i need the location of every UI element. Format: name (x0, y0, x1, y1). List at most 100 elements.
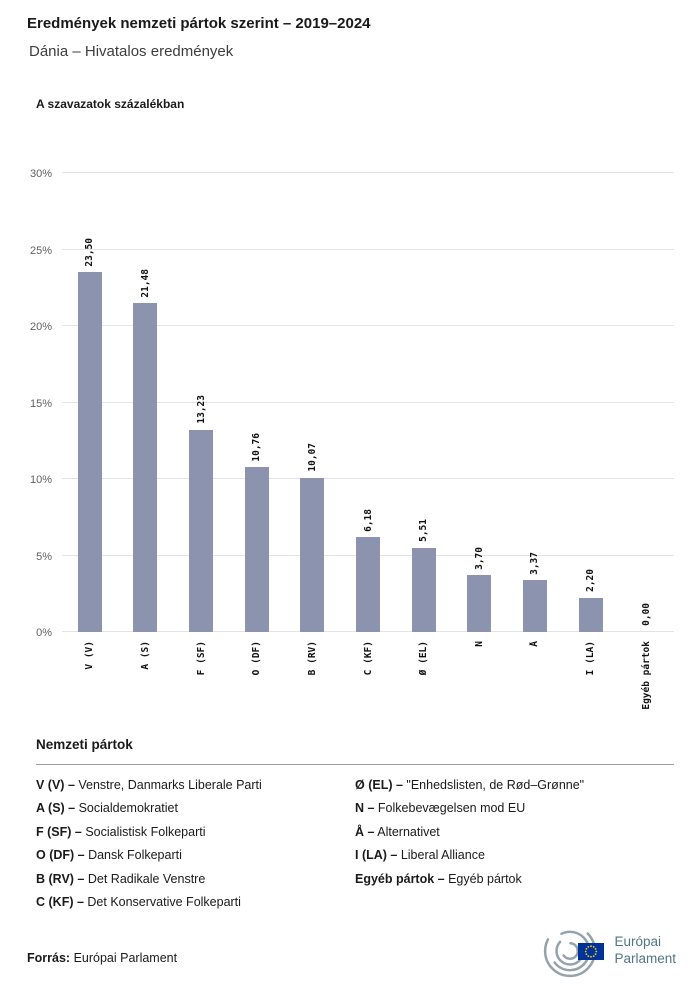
legend-item-abbr: Å – (355, 824, 375, 839)
bar (133, 303, 158, 632)
bar-value-label: 6,18 (362, 508, 374, 532)
y-axis-tick-label: 25% (29, 244, 52, 257)
bar-category-label: O (DF) (251, 641, 263, 676)
bar (77, 272, 102, 632)
legend-item-name: Det Konservative Folkeparti (83, 894, 241, 909)
bar-category-label: Egyéb pártok (640, 641, 652, 710)
bar-column: 10,07 B (RV) (285, 173, 341, 675)
bar-value-label: 0,00 (640, 603, 652, 626)
bars-row: 23,50 V (V) 21,48 A (S) 13,23 F (SF) 10,76 O (D… (62, 173, 674, 710)
legend-section: Nemzeti pártok V (V) – Venstre, Danmarks… (36, 737, 674, 909)
legend-item-name: Egyéb pártok (444, 871, 522, 886)
y-axis-tick-label: 30% (29, 168, 52, 180)
source-note: Forrás: Európai Parlament (27, 951, 177, 965)
legend-column-left: V (V) – Venstre, Danmarks Liberale Parti… (36, 778, 355, 909)
y-axis-tick-label: 20% (29, 321, 52, 334)
legend-column-right: Ø (EL) – "Enhedslisten, de Rød–Grønne" N … (355, 778, 674, 909)
bar-chart: 0% 5% 10% 15% 20% 25% 30% 23,50 V (V) 21,48 A (S) 1… (30, 168, 674, 710)
legend-item: F (SF) – Socialistisk Folkeparti (36, 825, 355, 839)
y-axis-tick-label: 15% (29, 397, 52, 410)
bar (300, 477, 325, 632)
ep-logo-line2: Parlament (614, 951, 676, 966)
bar-value-label: 10,76 (251, 432, 263, 462)
legend-item-name: Folkebevægelsen mod EU (374, 801, 526, 816)
ep-logo-wordmark: Európai Parlament (614, 934, 676, 968)
bar-category-label: F (SF) (195, 641, 207, 676)
bar-category-label: I (LA) (585, 641, 597, 676)
legend-item-abbr: O (DF) – (36, 848, 85, 863)
bar-column: 0,00 Egyéb pártok (618, 173, 674, 710)
bar-value-label: 3,37 (529, 551, 541, 575)
page-title: Eredmények nemzeti pártok szerint – 2019… (27, 15, 371, 32)
legend-item-name: Alternativet (374, 824, 440, 839)
bar-category-label: C (KF) (362, 641, 374, 676)
gridline (62, 478, 674, 480)
legend-item-abbr: V (V) – (36, 778, 75, 792)
legend-item-name: Dansk Folkeparti (84, 848, 182, 863)
bar-category-label: B (RV) (306, 641, 318, 676)
bar-value-label: 10,07 (306, 443, 318, 472)
ep-logo-line1: Európai (614, 934, 662, 950)
legend-item: B (RV) – Det Radikale Venstre (36, 872, 355, 886)
bar-column: 13,23 F (SF) (173, 173, 229, 675)
bar (189, 429, 214, 632)
legend-item-name: Socialistisk Folkeparti (81, 824, 206, 839)
bar-value-label: 2,20 (585, 569, 597, 593)
legend-item-name: Det Radikale Venstre (84, 871, 206, 886)
bar (356, 537, 381, 632)
bar-value-label: 3,70 (473, 546, 485, 570)
page-subtitle: Dánia – Hivatalos eredmények (29, 43, 234, 60)
legend-item-name: Venstre, Danmarks Liberale Parti (74, 778, 262, 792)
y-axis-tick-label: 10% (29, 474, 52, 487)
legend-item: Ø (EL) – "Enhedslisten, de Rød–Grønne" (355, 778, 674, 792)
legend-item-abbr: I (LA) – (355, 848, 398, 863)
legend-item: I (LA) – Liberal Alliance (355, 848, 674, 862)
ep-hemicycle-icon (542, 923, 605, 979)
legend-columns: V (V) – Venstre, Danmarks Liberale Parti… (36, 778, 674, 909)
chart-axis-title: A szavazatok százalékban (36, 97, 185, 111)
bar-column: 6,18 C (KF) (340, 173, 396, 675)
gridline (62, 325, 674, 327)
bar (411, 547, 436, 632)
bar-category-label: V (V) (84, 641, 96, 670)
bar (578, 598, 603, 632)
bar (467, 575, 492, 632)
legend-item: A (S) – Socialdemokratiet (36, 801, 355, 815)
bar-column: 3,37 Å (507, 173, 563, 647)
gridline (62, 172, 674, 173)
legend-item: Å – Alternativet (355, 825, 674, 839)
bar (522, 580, 547, 632)
bar-value-label: 21,48 (139, 268, 151, 298)
bar-category-label: Å (529, 641, 541, 647)
legend-item-abbr: A (S) – (36, 801, 76, 816)
bar-value-label: 5,51 (418, 518, 430, 542)
source-value: Európai Parlament (73, 951, 178, 965)
gridline (62, 248, 674, 250)
bar-value-label: 13,23 (195, 394, 207, 424)
bar-column: 2,20 I (LA) (563, 173, 619, 675)
legend-item-abbr: C (KF) – (36, 894, 84, 909)
legend-item-abbr: Ø (EL) – (355, 778, 403, 792)
legend-item: C (KF) – Det Konservative Folkeparti (36, 895, 355, 909)
bar-column: 3,70 N (451, 173, 507, 647)
legend-item: O (DF) – Dansk Folkeparti (36, 848, 355, 862)
legend-item-abbr: B (RV) – (36, 871, 85, 886)
legend-item-name: Socialdemokratiet (75, 801, 178, 816)
source-label: Forrás: (27, 951, 71, 965)
legend-item-abbr: F (SF) – (36, 824, 82, 839)
legend-item-name: Liberal Alliance (397, 848, 485, 863)
gridline (62, 401, 674, 403)
bar-category-label: N (473, 641, 485, 647)
legend-item-abbr: Egyéb pártok – (355, 871, 445, 886)
bar-value-label: 23,50 (84, 237, 96, 267)
legend-item: Egyéb pártok – Egyéb pártok (355, 872, 674, 886)
legend-item: N – Folkebevægelsen mod EU (355, 801, 674, 815)
y-axis-tick-label: 0% (36, 627, 52, 639)
bar-column: 21,48 A (S) (118, 173, 174, 670)
bar-column: 23,50 V (V) (62, 173, 118, 670)
bar-category-label: A (S) (139, 641, 151, 670)
bar (244, 467, 269, 632)
bar-category-label: Ø (EL) (418, 641, 430, 676)
y-axis-tick-label: 5% (36, 550, 52, 563)
legend-heading: Nemzeti pártok (36, 737, 674, 765)
